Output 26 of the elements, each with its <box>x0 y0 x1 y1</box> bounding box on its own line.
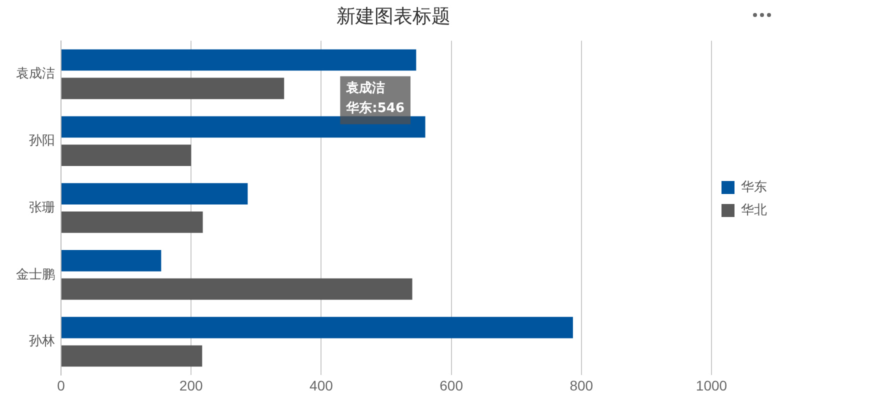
bar <box>62 49 416 71</box>
bar <box>62 212 203 233</box>
bar <box>62 116 426 138</box>
y-tick-label: 袁成洁 <box>16 66 55 82</box>
annotation: 袁成洁 <box>345 81 386 96</box>
legend-label: 华北 <box>741 202 767 218</box>
y-tick-label: 孙林 <box>29 334 55 350</box>
bar <box>62 316 573 338</box>
bar <box>62 78 284 100</box>
annotation: 华东:546 <box>345 100 405 116</box>
bar <box>62 250 162 272</box>
bar <box>62 278 412 300</box>
y-tick-label: 孙阳 <box>29 133 55 148</box>
x-tick-label: 400 <box>310 377 334 394</box>
chart-title: 新建图表标题 <box>336 5 450 28</box>
bar <box>62 183 248 204</box>
y-tick-label: 金士鹏 <box>16 267 55 282</box>
x-tick-label: 0 <box>57 377 66 394</box>
x-tick-label: 600 <box>440 377 464 394</box>
y-tick-label: 张珊 <box>29 200 55 216</box>
x-tick-label: 800 <box>570 377 594 394</box>
x-tick-label: 1000 <box>696 377 728 394</box>
bar <box>62 144 192 166</box>
x-tick-label: 200 <box>179 377 203 394</box>
legend-label: 华东 <box>741 180 767 195</box>
bar <box>62 345 202 367</box>
